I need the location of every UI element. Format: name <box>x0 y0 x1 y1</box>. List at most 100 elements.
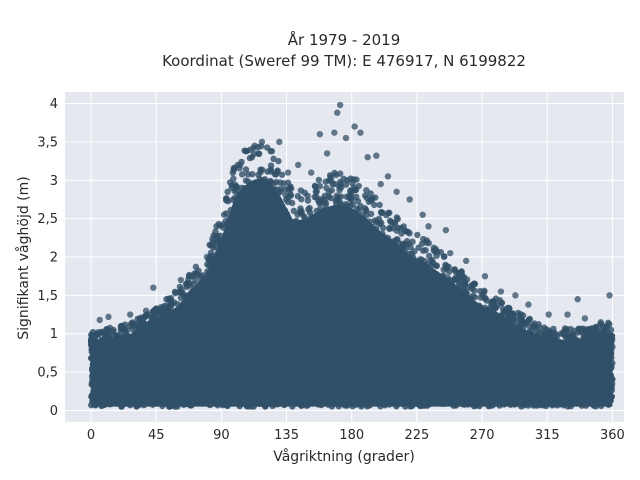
outlier-point <box>316 131 324 138</box>
data-point <box>230 175 237 183</box>
outlier-point <box>307 169 315 176</box>
outlier-point <box>351 123 358 130</box>
data-point <box>450 290 458 298</box>
data-point <box>191 399 198 406</box>
outlier-point <box>364 154 371 161</box>
data-point <box>486 309 494 316</box>
x-tick-labels: 0 45 90 135 180 225 270 315 360 <box>87 428 625 443</box>
data-point <box>269 402 276 410</box>
data-point <box>353 193 360 201</box>
data-point <box>94 329 102 336</box>
data-point <box>578 402 586 409</box>
y-tick-label: 1 <box>50 327 58 342</box>
y-tick-label: 0,5 <box>37 366 58 381</box>
data-point <box>398 224 405 232</box>
data-point <box>214 250 221 257</box>
data-point <box>462 288 469 296</box>
data-point <box>605 352 613 359</box>
data-point <box>384 241 391 248</box>
data-point <box>162 302 170 309</box>
data-point <box>204 261 211 268</box>
data-point <box>306 219 313 227</box>
data-point <box>390 247 397 254</box>
data-point <box>229 208 237 216</box>
data-point <box>561 325 569 332</box>
data-point <box>175 310 183 317</box>
data-point <box>601 330 608 337</box>
outlier-point <box>251 142 258 149</box>
data-point <box>461 279 469 287</box>
data-point <box>321 192 329 200</box>
outlier-point <box>525 301 532 308</box>
data-point <box>312 399 319 407</box>
data-point <box>204 277 211 285</box>
outlier-point <box>331 129 338 136</box>
data-point <box>109 340 116 347</box>
data-point <box>383 211 390 219</box>
outlier-point <box>384 173 392 180</box>
data-point <box>363 194 371 202</box>
data-point <box>222 234 230 241</box>
data-point <box>587 329 595 336</box>
data-point <box>214 232 221 240</box>
data-point <box>191 291 198 298</box>
data-point <box>455 284 463 291</box>
outlier-point <box>294 161 302 169</box>
data-point <box>608 384 615 392</box>
data-point <box>518 403 525 410</box>
outlier-point <box>163 296 170 303</box>
data-point <box>551 342 558 349</box>
data-point <box>234 399 242 406</box>
data-point <box>103 326 110 333</box>
data-point <box>220 211 228 218</box>
data-point <box>158 312 165 319</box>
data-point <box>415 244 422 251</box>
data-point <box>605 339 612 347</box>
data-point <box>327 173 334 181</box>
data-point <box>88 367 96 374</box>
data-point <box>556 399 563 406</box>
data-point <box>195 267 202 274</box>
data-point <box>121 321 129 328</box>
outlier-point <box>606 292 613 299</box>
data-point <box>443 265 451 272</box>
outlier-point <box>96 316 103 324</box>
data-point <box>411 248 418 255</box>
data-point <box>424 273 431 280</box>
outlier-point <box>373 152 380 159</box>
data-point <box>590 336 598 343</box>
data-point <box>298 196 305 203</box>
data-point <box>136 315 144 322</box>
data-point <box>238 171 246 178</box>
data-point <box>492 312 499 320</box>
data-point <box>137 325 145 333</box>
data-point <box>329 180 336 188</box>
data-point <box>255 171 262 179</box>
data-point <box>182 281 190 288</box>
data-points <box>87 101 616 410</box>
data-point <box>367 210 375 218</box>
y-tick-label: 3,5 <box>37 135 58 150</box>
data-point <box>561 332 569 339</box>
data-point <box>97 342 104 350</box>
data-point <box>449 277 456 285</box>
data-point <box>353 176 360 183</box>
data-point <box>181 305 188 312</box>
data-point <box>347 202 354 210</box>
data-point <box>132 399 139 407</box>
data-point <box>327 194 335 202</box>
chart-subtitle: Koordinat (Sweref 99 TM): E 476917, N 61… <box>162 52 526 70</box>
data-point <box>125 400 133 408</box>
data-point <box>313 207 320 215</box>
data-point <box>401 253 408 260</box>
data-point <box>216 237 223 244</box>
data-point <box>348 211 355 219</box>
data-point <box>377 233 385 240</box>
data-point <box>350 184 358 192</box>
data-point <box>233 187 240 194</box>
data-point <box>517 311 525 318</box>
data-point <box>265 188 272 195</box>
data-point <box>378 209 385 217</box>
data-point <box>120 400 127 408</box>
data-point <box>242 177 250 184</box>
